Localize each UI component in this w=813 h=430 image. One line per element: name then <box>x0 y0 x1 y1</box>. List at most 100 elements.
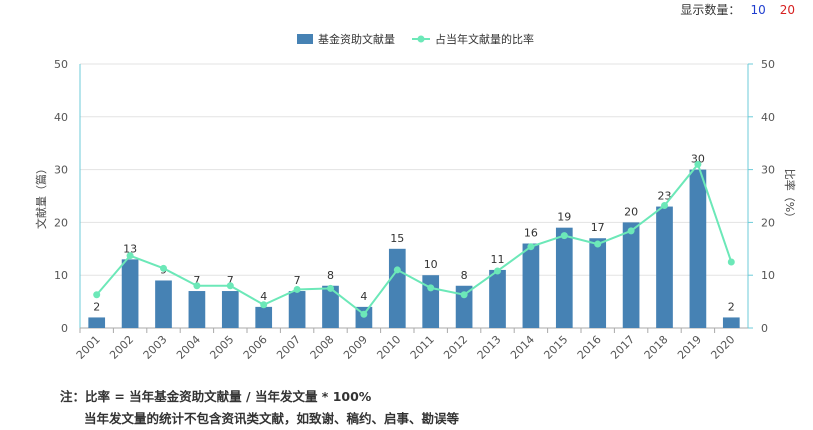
bar <box>589 238 607 328</box>
legend-line-label: 占当年文献量的比率 <box>435 32 534 46</box>
ratio-point <box>93 291 101 299</box>
bar-value-label: 8 <box>327 269 334 282</box>
bar-value-label: 20 <box>624 205 638 218</box>
ratio-point <box>627 227 635 235</box>
y-right-tick-label: 10 <box>761 269 775 282</box>
x-tick-label: 2002 <box>107 333 136 362</box>
display-count-10-option[interactable]: 10 <box>750 2 766 17</box>
x-tick-label: 2020 <box>708 333 737 362</box>
x-tick-label: 2009 <box>341 333 370 362</box>
y-left-tick-label: 40 <box>54 111 68 124</box>
y-right-axis-title: 比率（%） <box>783 169 797 223</box>
x-tick-label: 2013 <box>475 333 504 362</box>
bar <box>422 275 440 328</box>
bar <box>489 269 506 328</box>
x-tick-label: 2003 <box>141 333 170 362</box>
y-left-tick-label: 30 <box>54 164 68 177</box>
y-right-tick-label: 20 <box>761 216 775 229</box>
x-tick-label: 2001 <box>74 333 103 362</box>
x-tick-label: 2010 <box>374 333 403 362</box>
x-tick-label: 2016 <box>575 333 604 362</box>
x-tick-label: 2006 <box>241 333 270 362</box>
bar <box>121 259 139 328</box>
chart-area: 基金资助文献量 占当年文献量的比率 0 0 10 10 20 20 30 30 40 40 50 50 文献… <box>0 24 813 374</box>
bar <box>88 317 106 328</box>
bar <box>188 291 206 328</box>
bar <box>656 206 673 328</box>
bar-value-label: 7 <box>193 274 200 287</box>
bar-value-label: 2 <box>728 300 735 313</box>
display-count-selector: 显示数量： 10 20 <box>680 1 799 18</box>
bar-value-label: 15 <box>390 232 404 245</box>
ratio-line <box>95 162 733 316</box>
bar <box>455 285 473 328</box>
x-tick-label: 2005 <box>207 333 236 362</box>
ratio-point <box>494 267 501 275</box>
bar <box>522 243 540 328</box>
display-count-20-option[interactable]: 20 <box>779 2 795 17</box>
display-count-label: 显示数量： <box>680 3 741 17</box>
y-left-tick-label: 50 <box>54 58 68 71</box>
bar-value-label: 30 <box>691 153 705 166</box>
bar-value-label: 2 <box>93 300 100 313</box>
ratio-point <box>460 291 468 299</box>
bar-value-label: 11 <box>491 253 505 266</box>
x-tick-label: 2015 <box>541 333 570 362</box>
ratio-point <box>594 240 602 248</box>
bar <box>388 248 406 328</box>
bar-value-label: 16 <box>524 227 538 240</box>
y-left-tick-label: 20 <box>54 216 68 229</box>
ratio-point <box>126 252 134 260</box>
bar <box>722 317 740 328</box>
x-tick-label: 2014 <box>508 333 537 362</box>
ratio-point <box>560 232 568 240</box>
ratio-point <box>727 258 735 266</box>
bar-value-label: 17 <box>591 221 605 234</box>
ratio-point <box>393 266 401 274</box>
legend-line-marker <box>417 35 425 43</box>
bar-value-label: 7 <box>227 274 234 287</box>
y-right-tick-label: 40 <box>761 111 775 124</box>
footnote-line-1: 注：比率 = 当年基金资助文献量 / 当年发文量 * 100% <box>60 389 372 404</box>
legend-bar-label: 基金资助文献量 <box>318 32 395 46</box>
x-tick-label: 2007 <box>274 333 303 362</box>
y-left-tick-label: 0 <box>61 322 68 335</box>
footnote: 注：比率 = 当年基金资助文献量 / 当年发文量 * 100% 当年发文量的统计… <box>60 386 459 430</box>
ratio-point <box>260 301 268 309</box>
ratio-point <box>193 282 201 290</box>
bar <box>622 222 640 328</box>
ratio-point <box>327 284 334 292</box>
bar <box>255 306 273 328</box>
x-tick-label: 2012 <box>441 333 470 362</box>
ratio-point <box>661 202 668 210</box>
x-tick-label: 2008 <box>308 333 337 362</box>
x-tick-label: 2011 <box>408 333 437 362</box>
ratio-point <box>360 310 368 318</box>
y-left-tick-label: 10 <box>54 269 68 282</box>
y-left-axis-title: 文献量（篇） <box>34 163 48 229</box>
bar-value-label: 10 <box>424 258 438 271</box>
x-tick-label: 2017 <box>608 333 637 362</box>
ratio-point <box>427 284 435 292</box>
x-tick-label: 2019 <box>675 333 704 362</box>
y-right-tick-label: 50 <box>761 58 775 71</box>
bar-value-label: 7 <box>294 274 301 287</box>
x-tick-label: 2018 <box>642 333 671 362</box>
ratio-point <box>226 282 234 290</box>
x-tick-label: 2004 <box>174 333 203 362</box>
ratio-point <box>293 285 301 293</box>
ratio-point <box>694 160 702 168</box>
bar-value-label: 19 <box>557 211 571 224</box>
bar-value-label: 4 <box>360 290 367 303</box>
footnote-line-2: 当年发文量的统计不包含资讯类文献，如致谢、稿约、启事、勘误等 <box>84 411 460 426</box>
y-right-tick-label: 30 <box>761 164 775 177</box>
bar <box>155 280 172 328</box>
bar <box>322 285 339 328</box>
ratio-point <box>160 264 167 272</box>
bar-value-label: 13 <box>123 242 137 255</box>
bar <box>555 227 573 328</box>
legend-bar-swatch <box>297 34 313 44</box>
bar <box>221 291 239 328</box>
y-right-tick-label: 0 <box>761 322 768 335</box>
